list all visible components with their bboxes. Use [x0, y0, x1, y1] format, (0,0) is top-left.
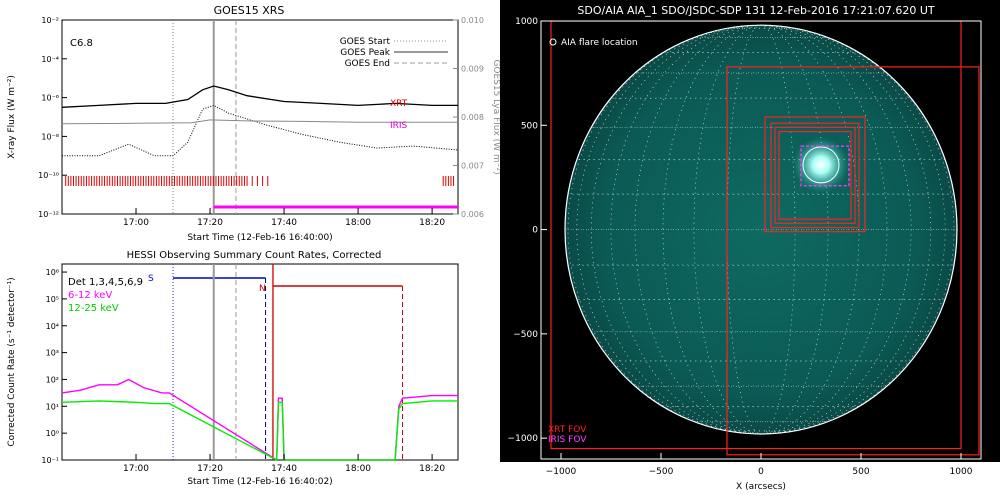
goes-left-tick-label: 10⁻⁴: [41, 55, 59, 64]
hessi-y-tick-label: 10⁵: [46, 295, 59, 304]
goes-x-tick-label: 17:20: [197, 218, 223, 228]
night-marker: N: [259, 284, 266, 294]
hessi-y-tick-label: 10⁴: [46, 322, 59, 331]
aia-axes: −1000 −500 0 500 1000 1000 500 0 −500 −1000: [508, 17, 973, 477]
hessi-legend-detectors: Det 1,3,4,5,6,9: [68, 277, 143, 288]
hessi-plot-frame: [61, 263, 459, 461]
goes-right-tick-label: 0.006: [461, 210, 484, 219]
hessi-plot-area: 10⁶ 10⁵ 10⁴ 10³ 10² 10¹ 10⁰ 10⁻¹ 17:00 17:20 17:40…: [41, 264, 458, 474]
hessi-y-tick-label: 10⁶: [46, 268, 59, 277]
aia-x-tick-label: 500: [852, 467, 869, 477]
goes-series-0: [61, 85, 458, 108]
flare-class-label: C6.8: [70, 38, 93, 49]
hessi-title: HESSI Observing Summary Count Rates, Cor…: [127, 250, 382, 261]
hessi-legend: Det 1,3,4,5,6,9 6-12 keV 12-25 keV: [68, 277, 143, 314]
goes-plot-frame: [61, 19, 459, 215]
xrt-fov-box: [726, 66, 980, 456]
legend-goes-peak: GOES Peak: [340, 48, 390, 58]
iris-label: IRIS: [390, 121, 408, 131]
goes-panel: GOES15 XRS 10⁻² 10⁻⁴ 10⁻⁶ 10⁻⁸ 10⁻¹⁰ 10⁻¹² 0.0…: [7, 4, 501, 243]
aia-y-tick-label: −1000: [508, 434, 539, 444]
aia-y-tick-label: 500: [521, 121, 538, 131]
iris-fov-label: IRIS FOV: [548, 435, 587, 445]
solar-limb: [564, 24, 958, 435]
aia-x-tick-label: −500: [649, 467, 674, 477]
hessi-ylabel: Corrected Count Rate (s⁻¹ detector⁻¹): [7, 277, 17, 446]
hessi-y-tick-label: 10³: [46, 349, 59, 358]
goes-left-tick-label: 10⁻²: [41, 16, 59, 25]
goes-series-1: [62, 104, 459, 157]
xrt-fov-box: [770, 122, 860, 229]
aia-flare-location-label: AIA flare location: [561, 38, 638, 48]
hessi-y-tick-label: 10¹: [46, 402, 59, 411]
hessi-y-tick-label: 10⁻¹: [41, 456, 59, 465]
goes-right-tick-label: 0.007: [461, 162, 484, 171]
iris-fov-box: [800, 145, 850, 187]
goes-x-tick-label: 18:00: [345, 218, 371, 228]
goes-legend: GOES Start GOES Peak GOES End: [340, 37, 448, 69]
aia-x-tick-label: 1000: [950, 467, 973, 477]
flare-location-legend-icon: [549, 38, 557, 46]
aia-flare-location-circle: [802, 146, 840, 184]
xrt-fov-box: [774, 126, 856, 224]
goes-xlabel: Start Time (12-Feb-16 16:40:00): [187, 233, 332, 243]
xrt-fov-label: XRT FOV: [548, 425, 587, 435]
goes-left-tick-label: 10⁻⁶: [41, 94, 59, 103]
legend-goes-end: GOES End: [345, 59, 390, 69]
hessi-x-tick-label: 18:00: [345, 464, 371, 474]
goes-left-tick-label: 10⁻¹⁰: [38, 171, 59, 180]
xrt-fov-box: [778, 130, 852, 220]
legend-goes-start: GOES Start: [340, 37, 391, 47]
aia-y-tick-label: 0: [532, 226, 538, 236]
aia-y-tick-label: −500: [513, 330, 538, 340]
goes-right-tick-label: 0.009: [461, 65, 484, 74]
hessi-panel: HESSI Observing Summary Count Rates, Cor…: [7, 250, 459, 487]
aia-x-tick-label: 0: [758, 467, 764, 477]
goes-left-tick-label: 10⁻⁸: [41, 132, 59, 141]
aia-x-tick-label: −1000: [546, 467, 577, 477]
hessi-x-tick-label: 18:20: [419, 464, 445, 474]
aia-xlabel-visible: X (arcsecs): [736, 482, 786, 492]
goes-plot-area: 10⁻² 10⁻⁴ 10⁻⁶ 10⁻⁸ 10⁻¹⁰ 10⁻¹² 0.010 0.009 0.00…: [38, 16, 484, 228]
hessi-x-tick-label: 17:20: [197, 464, 223, 474]
xrt-fov-box: [764, 116, 866, 233]
saa-marker: S: [148, 274, 154, 284]
hessi-legend-12-25: 12-25 keV: [68, 303, 119, 314]
hessi-x-tick-label: 17:40: [271, 464, 297, 474]
aia-axis-strip: [500, 462, 1000, 500]
hessi-legend-6-12: 6-12 keV: [68, 290, 112, 301]
goes-ylabel-right: GOES15 Lya Flux (W m⁻²): [491, 59, 501, 174]
goes-x-tick-label: 18:20: [419, 218, 445, 228]
goes-left-tick-label: 10⁻¹²: [38, 210, 59, 219]
goes-right-tick-label: 0.008: [461, 113, 484, 122]
goes-x-tick-label: 17:40: [271, 218, 297, 228]
hessi-xlabel: Start Time (12-Feb-16 16:40:02): [187, 477, 332, 487]
aia-title: SDO/AIA AIA_1 SDO/JSDC-SDP 131 12-Feb-20…: [577, 4, 934, 17]
hessi-series-1: [61, 400, 458, 462]
goes-title: GOES15 XRS: [214, 4, 285, 17]
goes-right-tick-label: 0.010: [461, 16, 484, 25]
goes-ylabel-left: X-ray Flux (W m⁻²): [7, 75, 17, 159]
hessi-y-tick-label: 10²: [46, 375, 59, 384]
xrt-label: XRT: [390, 99, 408, 109]
hessi-y-tick-label: 10⁰: [46, 429, 59, 438]
aia-image-area: [550, 21, 980, 456]
goes-series-2: [61, 119, 458, 125]
flare-glow: [793, 136, 849, 193]
goes-x-tick-label: 17:00: [123, 218, 149, 228]
hessi-x-tick-label: 17:00: [123, 464, 149, 474]
aia-panel: SDO/AIA AIA_1 SDO/JSDC-SDP 131 12-Feb-20…: [500, 0, 1000, 500]
aia-y-tick-label: 1000: [515, 17, 538, 27]
xrt-fov-box: [550, 21, 962, 450]
